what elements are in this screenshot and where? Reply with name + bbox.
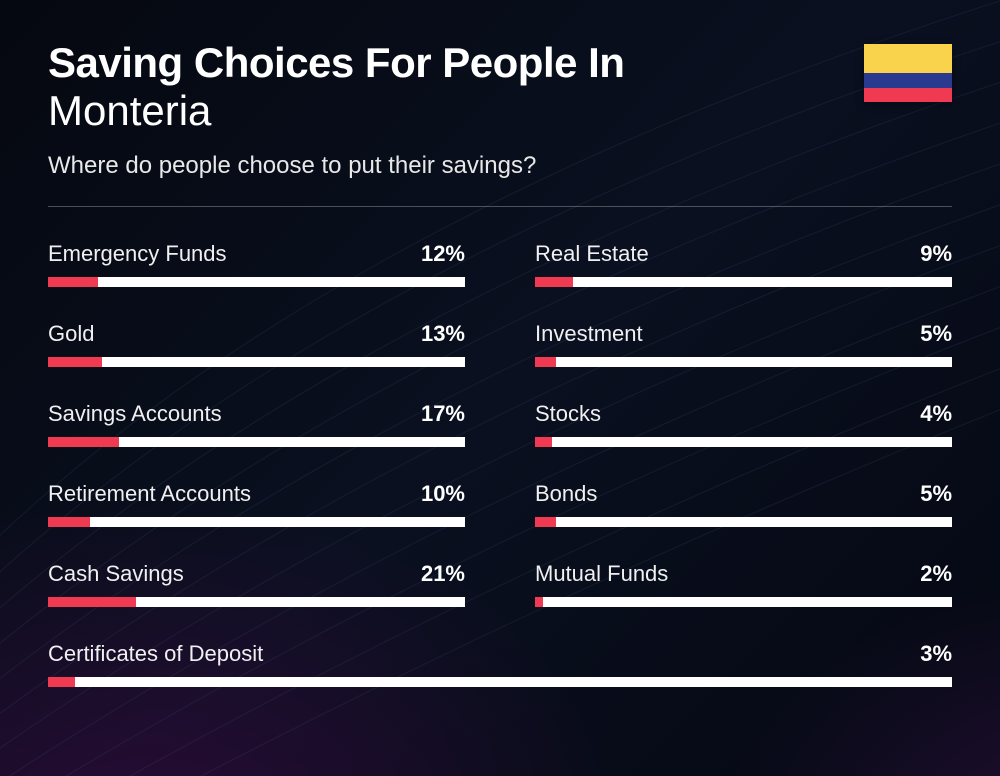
bar-item: Gold 13% xyxy=(48,321,465,367)
bar-item-value: 17% xyxy=(421,401,465,427)
bar-fill xyxy=(48,677,75,687)
bar-fill xyxy=(535,437,552,447)
bar-item: Savings Accounts 17% xyxy=(48,401,465,447)
bar-item-head: Retirement Accounts 10% xyxy=(48,481,465,507)
bar-item-head: Savings Accounts 17% xyxy=(48,401,465,427)
flag-stripe xyxy=(864,88,952,103)
bar-track xyxy=(48,277,465,287)
subtitle: Where do people choose to put their savi… xyxy=(48,152,952,180)
bar-fill xyxy=(535,597,543,607)
bar-item-label: Real Estate xyxy=(535,241,649,267)
bar-item: Investment 5% xyxy=(535,321,952,367)
flag-icon xyxy=(864,44,952,102)
bar-track xyxy=(48,357,465,367)
bar-track xyxy=(48,677,952,687)
bar-item-label: Emergency Funds xyxy=(48,241,227,267)
bar-item-value: 4% xyxy=(920,401,952,427)
header: Saving Choices For People In Monteria Wh… xyxy=(48,40,952,180)
bar-item-value: 2% xyxy=(920,561,952,587)
bar-item: Real Estate 9% xyxy=(535,241,952,287)
bar-item: Emergency Funds 12% xyxy=(48,241,465,287)
bar-item: Retirement Accounts 10% xyxy=(48,481,465,527)
bar-item-head: Investment 5% xyxy=(535,321,952,347)
bar-item-head: Bonds 5% xyxy=(535,481,952,507)
bar-track xyxy=(48,517,465,527)
bar-item-value: 13% xyxy=(421,321,465,347)
bar-item: Bonds 5% xyxy=(535,481,952,527)
bar-fill xyxy=(535,517,556,527)
bar-fill xyxy=(535,357,556,367)
bar-item-value: 5% xyxy=(920,481,952,507)
bar-fill xyxy=(48,277,98,287)
bar-item-value: 12% xyxy=(421,241,465,267)
bar-item-value: 21% xyxy=(421,561,465,587)
divider xyxy=(48,206,952,207)
bar-item-value: 9% xyxy=(920,241,952,267)
bar-item: Cash Savings 21% xyxy=(48,561,465,607)
bar-item-label: Gold xyxy=(48,321,94,347)
bar-item-head: Cash Savings 21% xyxy=(48,561,465,587)
bar-item-head: Real Estate 9% xyxy=(535,241,952,267)
bar-track xyxy=(48,597,465,607)
bar-fill xyxy=(535,277,573,287)
bar-track xyxy=(48,437,465,447)
bar-track xyxy=(535,357,952,367)
bar-item-head: Emergency Funds 12% xyxy=(48,241,465,267)
bar-item-head: Stocks 4% xyxy=(535,401,952,427)
title-line-1: Saving Choices For People In xyxy=(48,40,952,86)
bar-item-value: 10% xyxy=(421,481,465,507)
bar-track xyxy=(535,517,952,527)
flag-stripe xyxy=(864,73,952,88)
bar-item: Stocks 4% xyxy=(535,401,952,447)
bar-item-label: Savings Accounts xyxy=(48,401,222,427)
bar-item-head: Mutual Funds 2% xyxy=(535,561,952,587)
flag-stripe xyxy=(864,44,952,73)
bar-item-head: Gold 13% xyxy=(48,321,465,347)
bar-item-head: Certificates of Deposit 3% xyxy=(48,641,952,667)
title-line-2: Monteria xyxy=(48,88,952,134)
bar-fill xyxy=(48,357,102,367)
bar-item-label: Stocks xyxy=(535,401,601,427)
bar-chart: Emergency Funds 12% Real Estate 9% Gold 13% In… xyxy=(48,241,952,687)
bar-item-label: Investment xyxy=(535,321,643,347)
bar-item-label: Certificates of Deposit xyxy=(48,641,263,667)
bar-item-value: 5% xyxy=(920,321,952,347)
bar-fill xyxy=(48,517,90,527)
bar-item: Certificates of Deposit 3% xyxy=(48,641,952,687)
bar-item-value: 3% xyxy=(920,641,952,667)
bar-track xyxy=(535,277,952,287)
bar-item: Mutual Funds 2% xyxy=(535,561,952,607)
bar-item-label: Mutual Funds xyxy=(535,561,668,587)
bar-fill xyxy=(48,597,136,607)
bar-item-label: Retirement Accounts xyxy=(48,481,251,507)
bar-item-label: Bonds xyxy=(535,481,597,507)
bar-track xyxy=(535,437,952,447)
bar-item-label: Cash Savings xyxy=(48,561,184,587)
bar-fill xyxy=(48,437,119,447)
bar-track xyxy=(535,597,952,607)
